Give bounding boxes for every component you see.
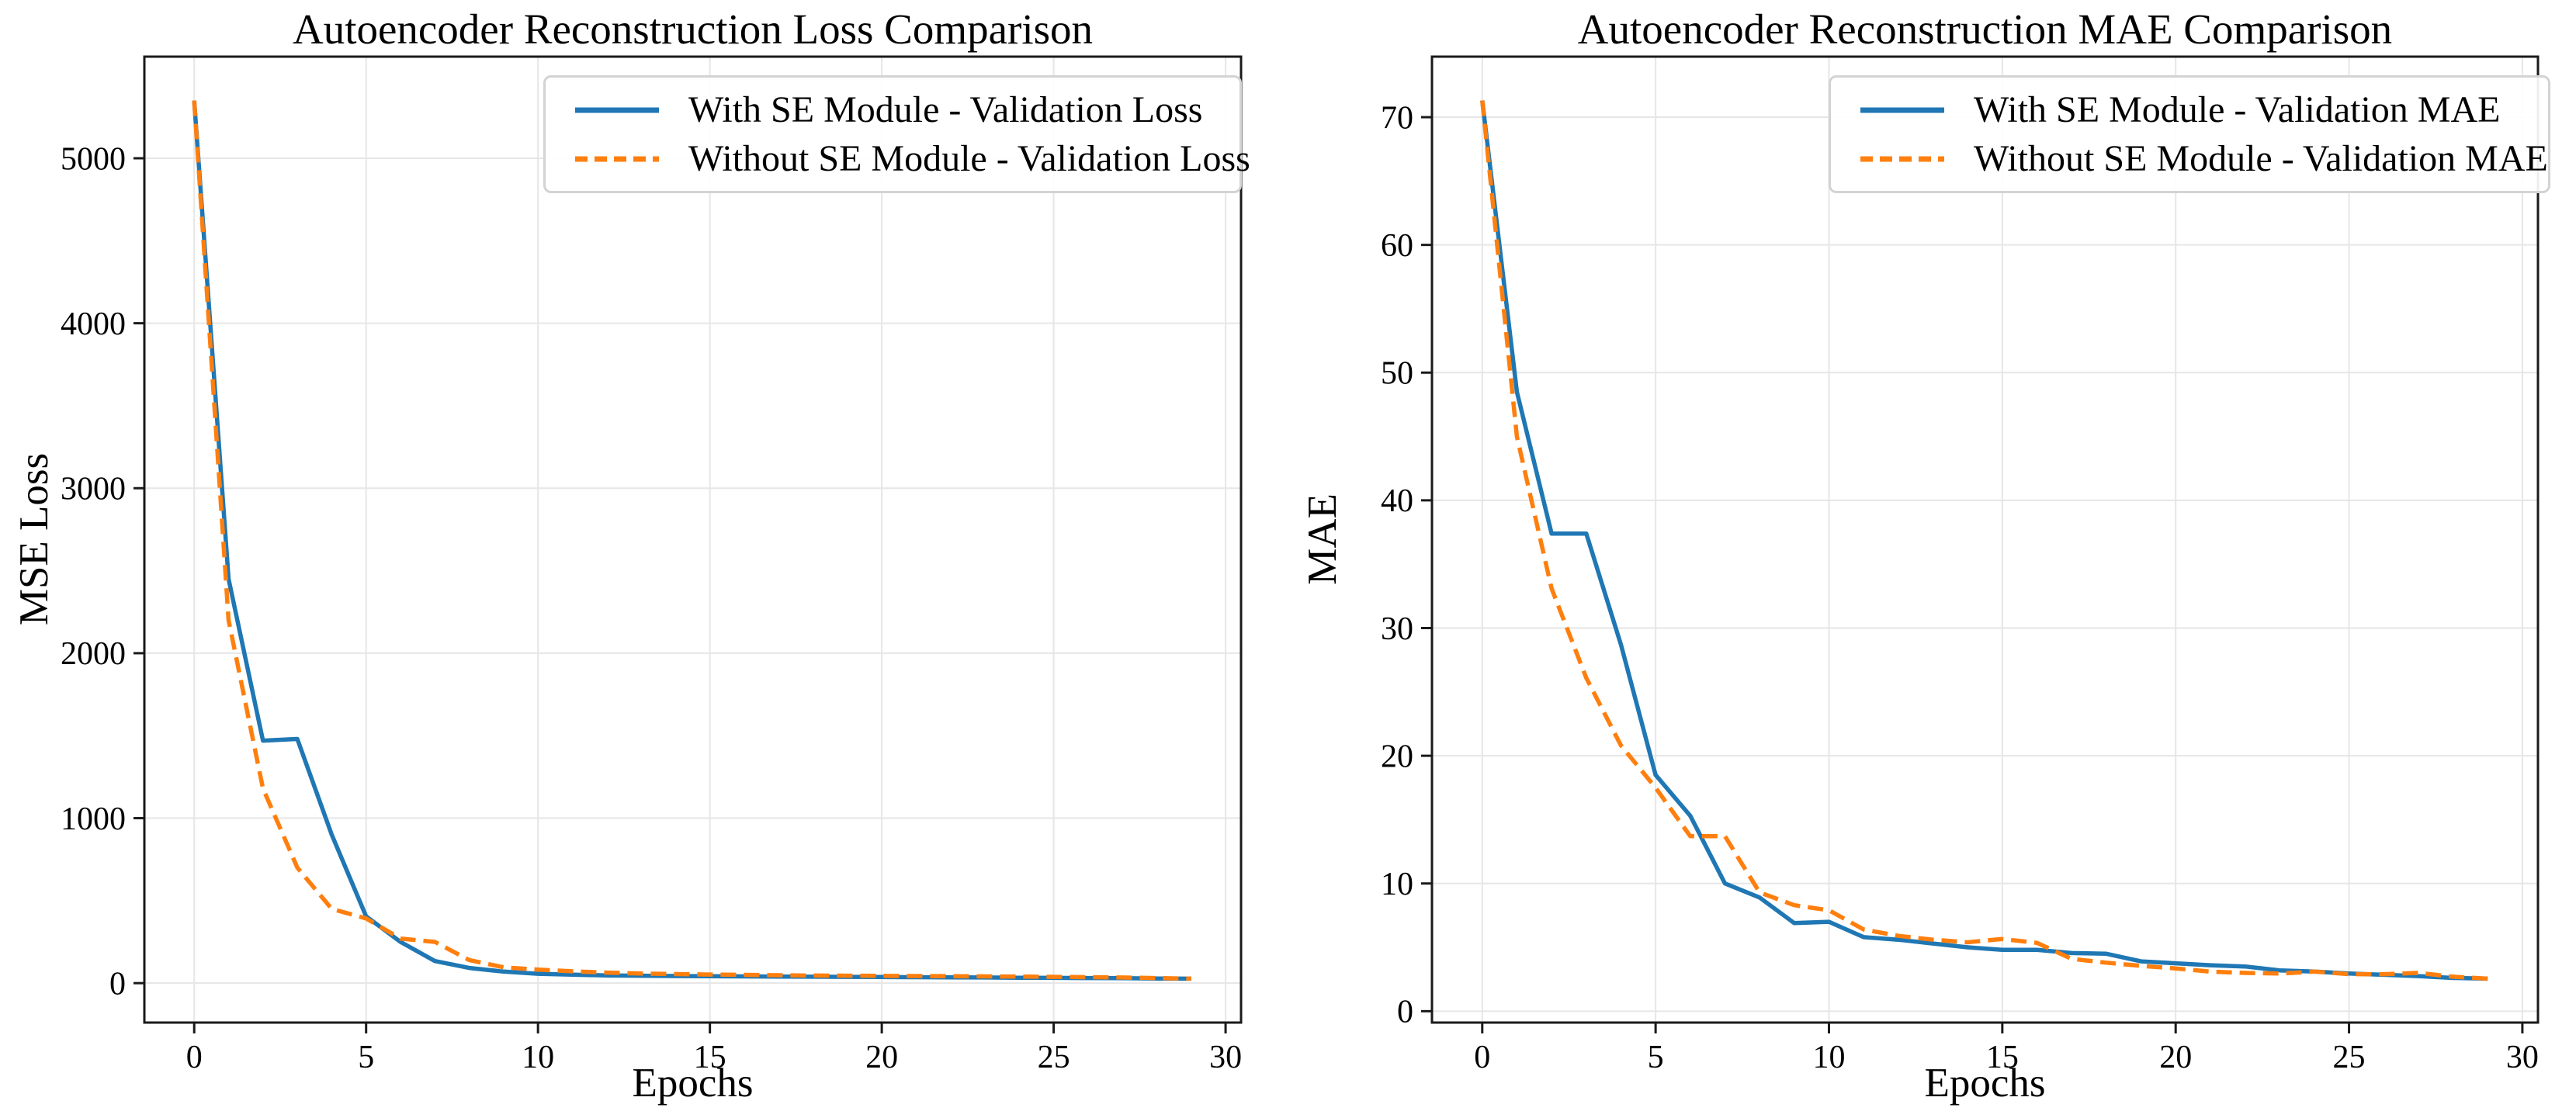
y-tick-label: 3000	[61, 472, 126, 507]
series-line-dashed	[1480, 100, 2488, 981]
mae-x-axis-label: Epochs	[1924, 1061, 2046, 1106]
series-line-solid	[1480, 100, 2488, 981]
x-tick-label: 5	[358, 1040, 374, 1075]
x-tick-label: 30	[1209, 1040, 1242, 1075]
x-tick-label: 10	[1812, 1040, 1845, 1075]
y-tick-label: 4000	[61, 306, 126, 342]
y-tick-label: 30	[1381, 611, 1413, 647]
y-tick-label: 40	[1381, 483, 1413, 519]
x-tick-label: 25	[2333, 1040, 2366, 1075]
x-tick-label: 10	[522, 1040, 554, 1075]
y-tick-label: 70	[1381, 100, 1413, 136]
x-tick-label: 15	[1986, 1040, 2019, 1075]
y-tick-label: 0	[1397, 995, 1413, 1030]
y-tick-label: 50	[1381, 356, 1413, 392]
loss-y-axis-label: MSE Loss	[12, 452, 57, 626]
y-tick-label: 1000	[61, 801, 126, 837]
legend-item: Without SE Module - Validation MAE	[1859, 140, 2548, 178]
y-tick-label: 60	[1381, 228, 1413, 264]
y-tick-label: 0	[109, 966, 126, 1002]
y-tick-label: 10	[1381, 867, 1413, 902]
series-line-solid	[192, 100, 1191, 981]
loss-x-axis-label: Epochs	[632, 1061, 754, 1106]
y-tick-label: 2000	[61, 636, 126, 672]
legend-item: With SE Module - Validation Loss	[574, 88, 1216, 130]
dashed-line-sample-icon	[575, 156, 659, 161]
legend-label: With SE Module - Validation MAE	[1974, 88, 2501, 130]
dashed-line-sample-icon	[1860, 156, 1944, 161]
mae-y-axis-label: MAE	[1300, 493, 1345, 585]
loss-plot-area: 0 5 10 15 20 25 30 0 1000 2000 3000 4000 5000	[61, 55, 1243, 1075]
legend-item: Without SE Module - Validation Loss	[574, 140, 1250, 178]
series-line-dashed	[192, 100, 1191, 981]
y-tick-label: 5000	[61, 141, 126, 177]
legend-label: Without SE Module - Validation MAE	[1974, 137, 2548, 179]
y-tick-label: 20	[1381, 739, 1413, 774]
legend-item: With SE Module - Validation MAE	[1859, 88, 2525, 130]
axes-box	[143, 55, 1243, 1024]
solid-line-sample-icon	[575, 107, 659, 112]
axes-box	[1430, 55, 2540, 1024]
x-tick-label: 0	[1474, 1040, 1490, 1075]
legend-label: Without SE Module - Validation Loss	[688, 137, 1250, 179]
x-tick-label: 30	[2506, 1040, 2539, 1075]
legend-label: With SE Module - Validation Loss	[688, 88, 1203, 130]
x-tick-label: 20	[2159, 1040, 2192, 1075]
solid-line-sample-icon	[1860, 107, 1944, 112]
mae-legend: With SE Module - Validation MAE Without …	[1829, 75, 2550, 193]
x-tick-label: 15	[694, 1040, 726, 1075]
x-tick-label: 0	[186, 1040, 203, 1075]
x-tick-label: 20	[865, 1040, 898, 1075]
mae-chart-title: Autoencoder Reconstruction MAE Compariso…	[1577, 5, 2393, 53]
mae-plot-area: 0 5 10 15 20 25 30 0 10 20 30 40 50 60 70	[1381, 55, 2540, 1075]
x-tick-label: 5	[1648, 1040, 1664, 1075]
loss-legend: With SE Module - Validation Loss Without…	[543, 75, 1250, 193]
loss-chart-title: Autoencoder Reconstruction Loss Comparis…	[292, 5, 1094, 53]
x-tick-label: 25	[1038, 1040, 1070, 1075]
